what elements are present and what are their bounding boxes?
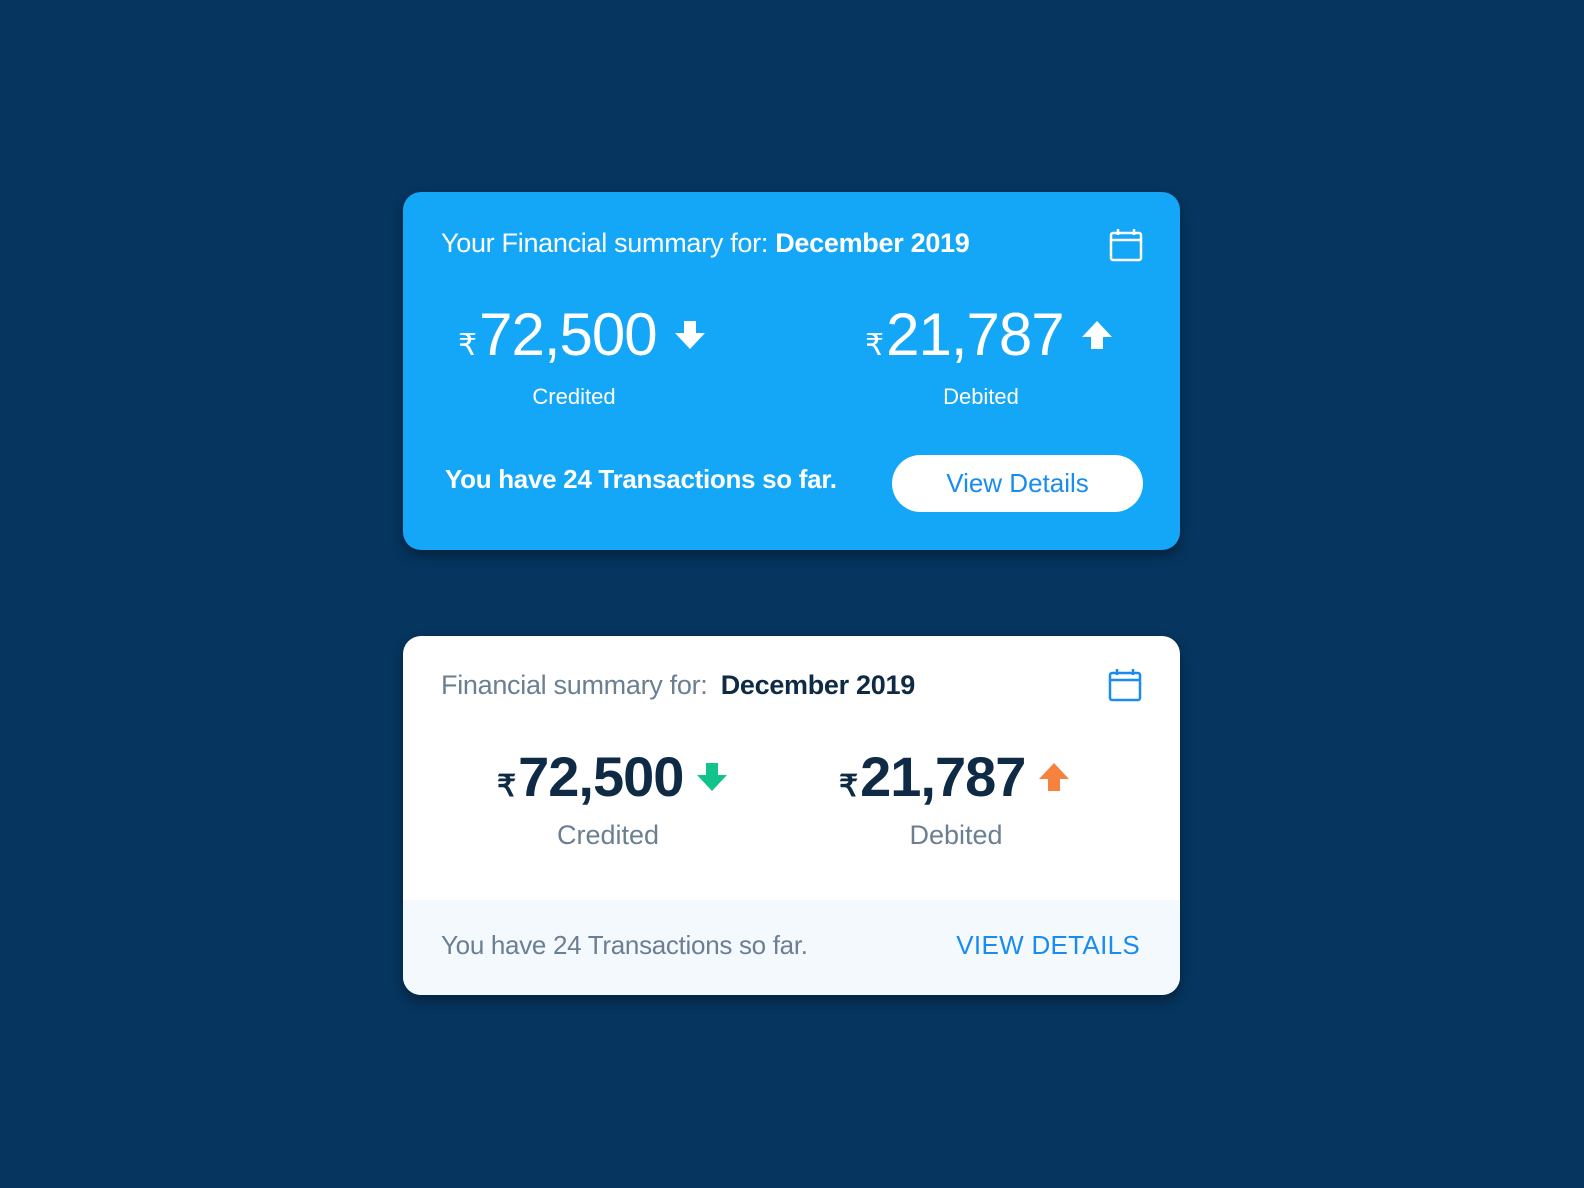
credited-amount: ₹ 72,500: [497, 744, 728, 809]
transactions-count-text: You have 24 Transactions so far.: [445, 464, 837, 494]
arrow-up-icon: [1039, 762, 1070, 791]
view-details-button[interactable]: View Details: [892, 455, 1143, 512]
debited-label: Debited: [943, 384, 1019, 409]
debited-amount: ₹ 21,787: [839, 744, 1070, 809]
debited-value: 21,787: [886, 301, 1065, 368]
financial-summary-card-white: Financial summary for: December 2019 ₹ 7…: [403, 636, 1180, 995]
arrow-up-icon: [1081, 320, 1112, 349]
credited-value: 72,500: [518, 745, 684, 808]
calendar-icon[interactable]: [1108, 668, 1142, 702]
summary-period: December 2019: [775, 228, 970, 258]
currency-symbol: ₹: [839, 770, 859, 803]
financial-summary-card-blue: Your Financial summary for: December 201…: [403, 192, 1180, 550]
credited-label: Credited: [532, 384, 616, 409]
currency-symbol: ₹: [458, 329, 478, 362]
transactions-count-text: You have 24 Transactions so far.: [441, 930, 808, 960]
debited-value: 21,787: [860, 745, 1026, 808]
card-footer: You have 24 Transactions so far. VIEW DE…: [403, 900, 1180, 995]
currency-symbol: ₹: [497, 770, 517, 803]
view-details-link[interactable]: VIEW DETAILS: [956, 930, 1140, 960]
summary-title-prefix: Your Financial summary for:: [441, 228, 769, 258]
summary-title: Financial summary for: December 2019: [441, 670, 915, 701]
credited-value: 72,500: [479, 301, 658, 368]
summary-title: Your Financial summary for: December 201…: [441, 228, 970, 259]
summary-title-prefix: Financial summary for:: [441, 670, 708, 700]
arrow-down-icon: [697, 762, 728, 791]
credited-label: Credited: [556, 820, 660, 850]
debited-amount: ₹ 21,787: [865, 300, 1112, 369]
currency-symbol: ₹: [865, 329, 885, 362]
calendar-icon[interactable]: [1109, 228, 1143, 262]
arrow-down-icon: [674, 320, 705, 349]
debited-label: Debited: [909, 820, 1003, 850]
summary-period: December 2019: [720, 670, 916, 700]
credited-amount: ₹ 72,500: [458, 300, 705, 369]
